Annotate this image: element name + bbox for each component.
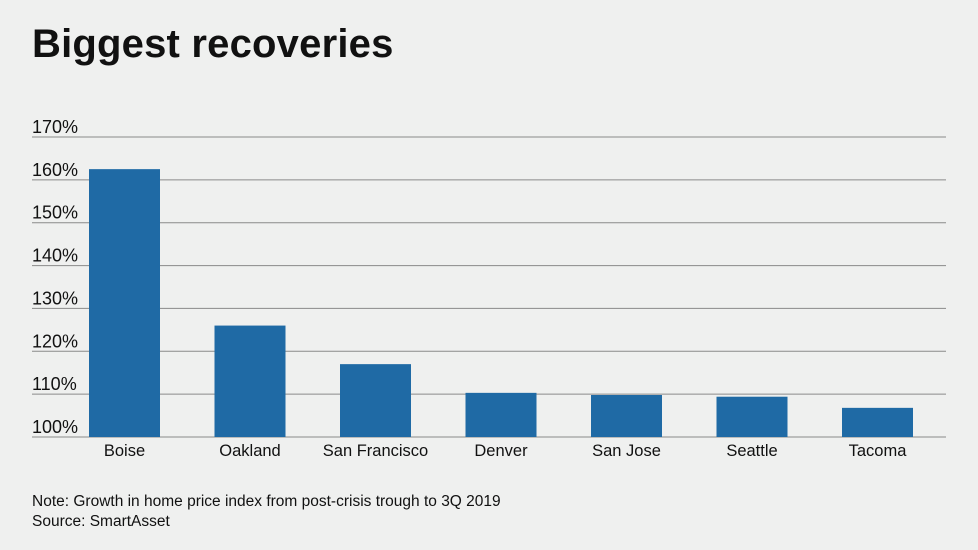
gridlines: [32, 136, 946, 438]
chart-footer: Note: Growth in home price index from po…: [32, 492, 501, 532]
bar: [842, 407, 913, 437]
y-tick-label: 120%: [32, 331, 78, 351]
bar: [465, 392, 537, 437]
bar: [340, 364, 411, 437]
chart-title: Biggest recoveries: [32, 22, 394, 66]
footer-note: Note: Growth in home price index from po…: [32, 493, 501, 510]
y-tick-label: 100%: [32, 417, 78, 437]
bar: [716, 396, 788, 437]
bars: [89, 169, 913, 437]
y-tick-label: 130%: [32, 288, 78, 308]
y-tick-label: 140%: [32, 246, 78, 266]
y-tick-label: 170%: [32, 117, 78, 137]
bar: [214, 325, 286, 437]
footer-source: Source: SmartAsset: [32, 513, 170, 530]
y-tick-labels: 100% 110% 120% 130% 140% 150% 160% 170%: [32, 117, 78, 437]
bar: [591, 395, 662, 437]
x-category-label: San Jose: [592, 442, 661, 460]
x-category-label: Seattle: [726, 442, 777, 460]
x-category-label: Boise: [104, 442, 145, 460]
x-category-label: Oakland: [219, 442, 280, 460]
x-category-labels: Boise Oakland San Francisco Denver San Jose S…: [104, 442, 907, 460]
x-category-label: San Francisco: [323, 442, 428, 460]
x-category-label: Denver: [474, 442, 528, 460]
x-category-label: Tacoma: [849, 442, 908, 460]
y-tick-label: 150%: [32, 203, 78, 223]
y-tick-label: 160%: [32, 160, 78, 180]
bar: [89, 169, 160, 437]
y-tick-label: 110%: [32, 374, 77, 394]
